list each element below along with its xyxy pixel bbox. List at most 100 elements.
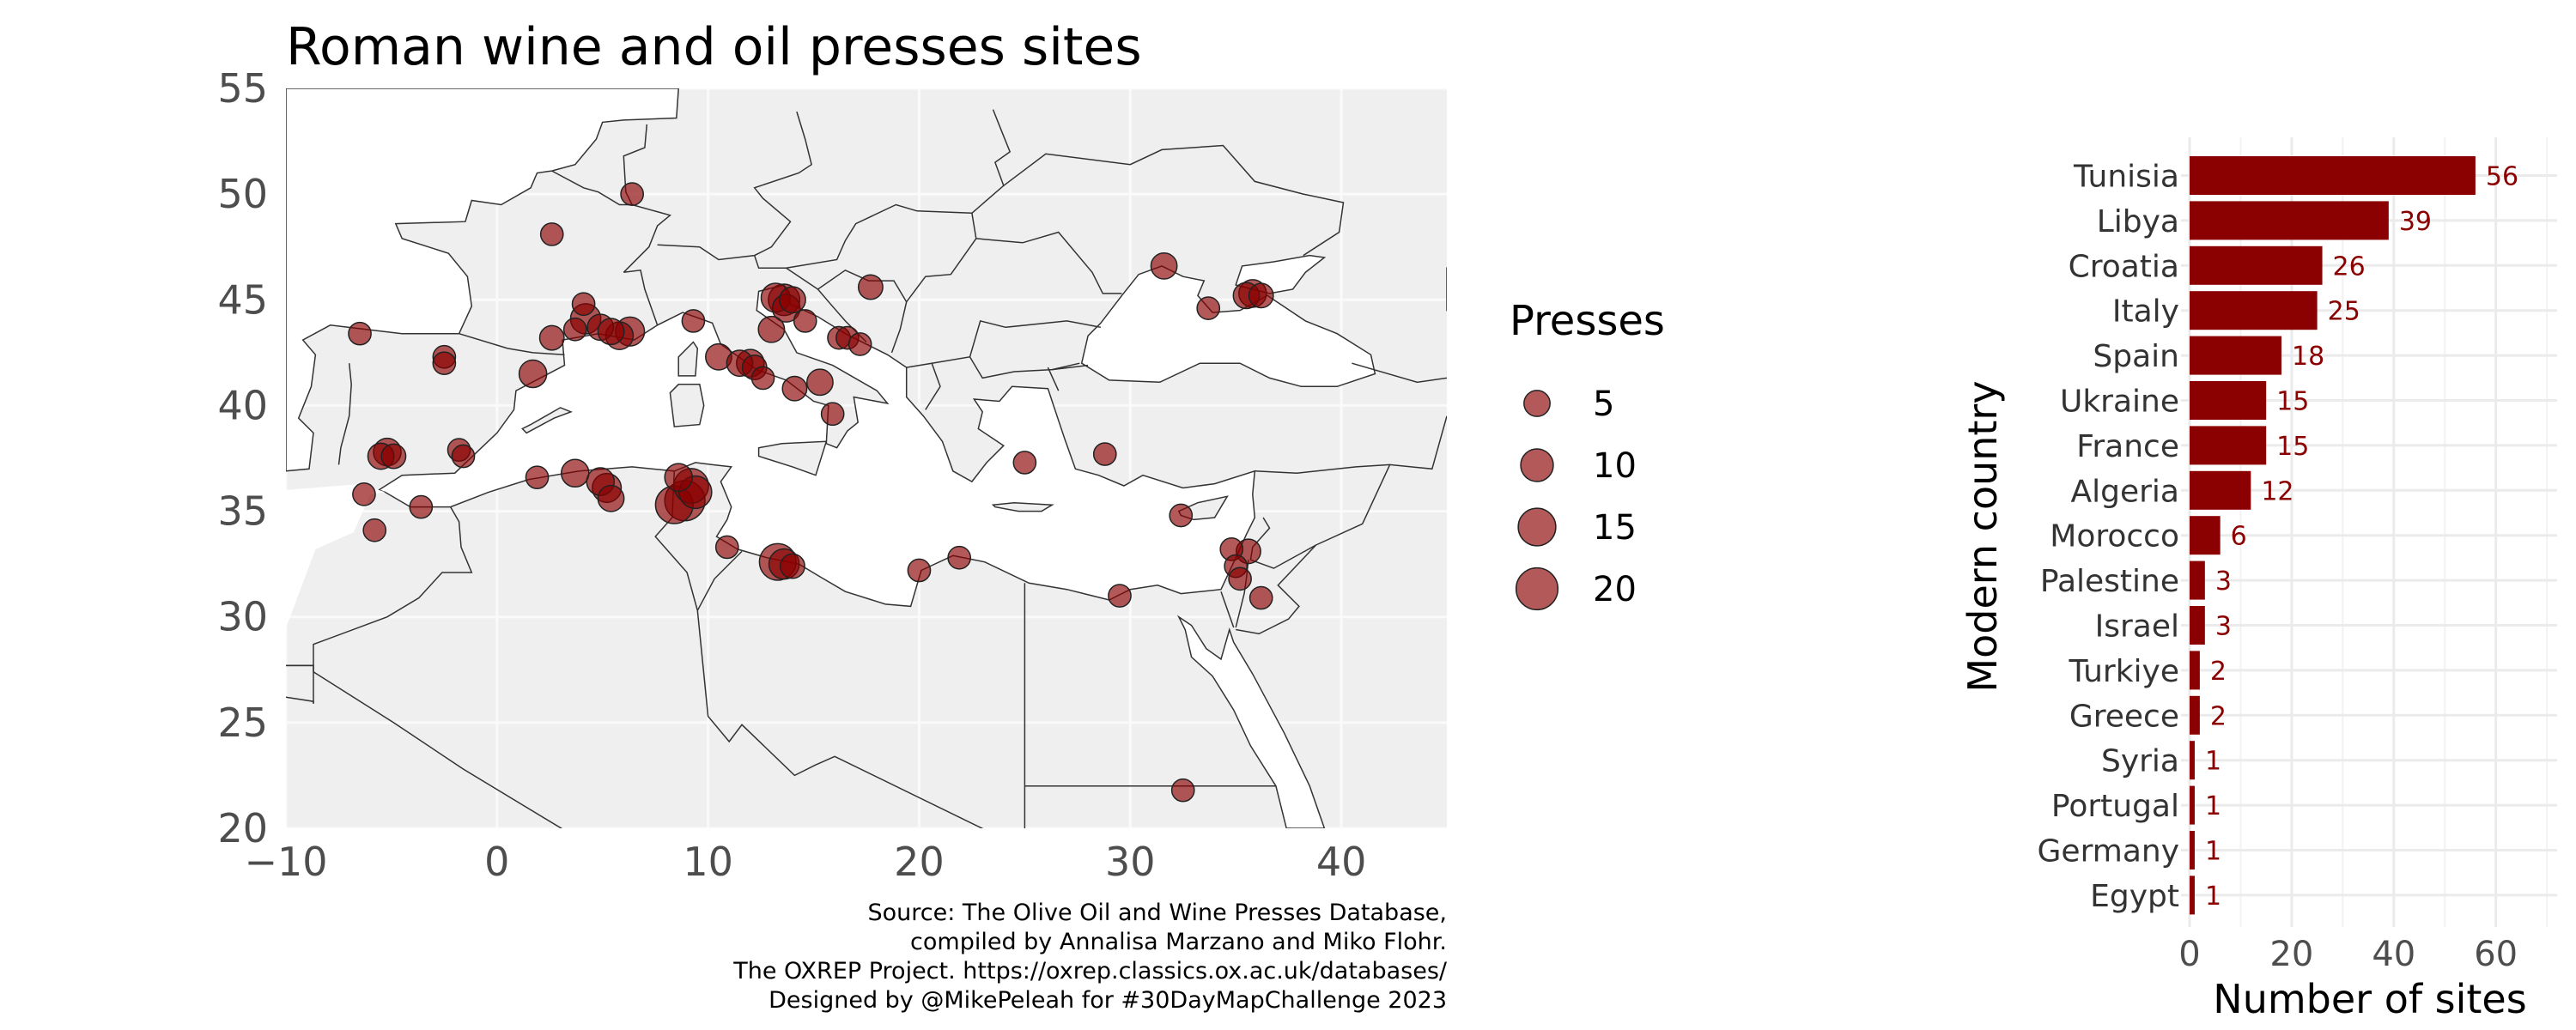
- map-panel: Roman wine and oil presses sites −10 0 10 2…: [217, 17, 1664, 1014]
- country-label: Syria: [2101, 744, 2179, 779]
- country-label: Palestine: [2040, 564, 2179, 599]
- press-site-point: [750, 366, 775, 391]
- bar-france: [2190, 426, 2267, 465]
- map-caption: Source: The Olive Oil and Wine Presses D…: [732, 900, 1448, 1014]
- island-shape: [669, 384, 705, 427]
- country-border-line: [1255, 415, 1447, 474]
- press-site-point: [848, 332, 872, 356]
- bar-value-label: 1: [2205, 791, 2221, 821]
- press-site-point: [1170, 778, 1195, 803]
- bar-value-label: 12: [2261, 476, 2293, 506]
- bar-value-label: 3: [2215, 612, 2232, 642]
- bar-turkiye: [2190, 651, 2200, 690]
- country-borders: [286, 109, 1447, 828]
- country-border-line: [969, 319, 1102, 358]
- country-label: Germany: [2038, 834, 2179, 869]
- country-label: Spain: [2093, 339, 2179, 374]
- press-site-point: [714, 535, 739, 560]
- press-site-point: [1196, 296, 1221, 320]
- bar-value-label: 6: [2231, 522, 2247, 552]
- island-shape: [521, 407, 573, 434]
- legend-items: 5 10 15 20: [1515, 385, 1637, 611]
- press-site-point: [525, 465, 550, 490]
- map-y-tick-label: 25: [217, 700, 268, 746]
- bar-israel: [2190, 606, 2205, 645]
- bar-value-label: 2: [2210, 657, 2227, 687]
- map-y-tick-label: 40: [217, 382, 268, 428]
- island-shape: [757, 440, 828, 476]
- press-site-point: [451, 444, 476, 469]
- map-x-axis-ticks: −10 0 10 20 30 40: [244, 839, 1366, 885]
- legend-key-label: 15: [1593, 508, 1637, 548]
- press-site-point: [681, 309, 706, 333]
- country-border-line: [696, 550, 743, 611]
- country-border-line: [906, 213, 977, 303]
- press-site-point: [1092, 442, 1117, 466]
- press-site-point: [857, 274, 884, 300]
- press-site-point: [620, 182, 644, 206]
- country-border-line: [932, 355, 1089, 379]
- legend-key-label: 5: [1593, 385, 1614, 424]
- bar-x-tick-label: 0: [2178, 935, 2200, 974]
- map-y-tick-label: 35: [217, 488, 268, 535]
- bar-ukraine: [2190, 381, 2267, 420]
- country-border-line: [975, 231, 1122, 294]
- press-site-point: [1249, 585, 1273, 610]
- caption-line-1: Source: The Olive Oil and Wine Presses D…: [868, 900, 1448, 926]
- press-site-point: [348, 321, 372, 346]
- press-site-point: [539, 222, 564, 246]
- press-site-point: [1248, 282, 1274, 309]
- press-site-point: [571, 292, 596, 317]
- press-site-point: [820, 402, 845, 427]
- country-border-line: [971, 109, 1012, 214]
- press-site-point: [409, 494, 434, 519]
- press-site-point: [518, 359, 548, 389]
- bar-value-label: 1: [2205, 837, 2221, 867]
- press-site-point: [380, 443, 407, 470]
- country-label: Egypt: [2090, 879, 2179, 914]
- country-border-line: [286, 664, 314, 704]
- red-sea-shape: [1176, 615, 1326, 828]
- press-site-point: [352, 482, 376, 506]
- country-border-line: [1220, 591, 1235, 628]
- country-label: Tunisia: [2073, 160, 2179, 195]
- map-y-tick-label: 20: [217, 805, 268, 851]
- bar-portugal: [2190, 785, 2195, 825]
- bar-spain: [2190, 336, 2281, 375]
- country-label: Italy: [2112, 294, 2179, 330]
- country-border-line: [1236, 544, 1317, 635]
- country-border-line: [623, 269, 659, 326]
- legend-key-circle: [1520, 448, 1554, 482]
- bar-value-label: 18: [2292, 342, 2324, 372]
- press-site-point: [362, 518, 387, 542]
- map-y-axis-ticks: 20 25 30 35 40 45 50 55: [217, 65, 268, 851]
- country-label: Croatia: [2069, 249, 2179, 284]
- bar-greece: [2190, 695, 2200, 735]
- country-border-line: [1352, 362, 1447, 384]
- press-site-point: [560, 458, 590, 488]
- country-labels: Tunisia Libya Croatia Italy Spain Ukraine Fran…: [2038, 160, 2179, 914]
- legend-key-circle: [1523, 390, 1551, 417]
- bar-morocco: [2190, 516, 2221, 555]
- bar-value-label: 56: [2486, 162, 2518, 192]
- press-site-point: [757, 315, 786, 343]
- country-border-line: [337, 363, 352, 465]
- map-y-tick-label: 55: [217, 65, 268, 112]
- legend-key-label: 20: [1593, 570, 1637, 609]
- country-label: France: [2076, 429, 2179, 464]
- bar-algeria: [2190, 470, 2251, 510]
- country-border-line: [459, 332, 565, 356]
- legend-key-label: 10: [1593, 446, 1637, 486]
- bar-value-label: 15: [2276, 387, 2309, 417]
- press-site-point: [947, 545, 972, 570]
- bar-value-label: 25: [2328, 297, 2360, 327]
- press-site-point: [562, 317, 587, 342]
- country-label: Morocco: [2050, 519, 2179, 554]
- bar-x-axis-title: Number of sites: [2213, 976, 2526, 1022]
- country-label: Israel: [2095, 609, 2179, 645]
- country-border-line: [696, 610, 984, 828]
- atlantic-coast-shape: [286, 88, 679, 472]
